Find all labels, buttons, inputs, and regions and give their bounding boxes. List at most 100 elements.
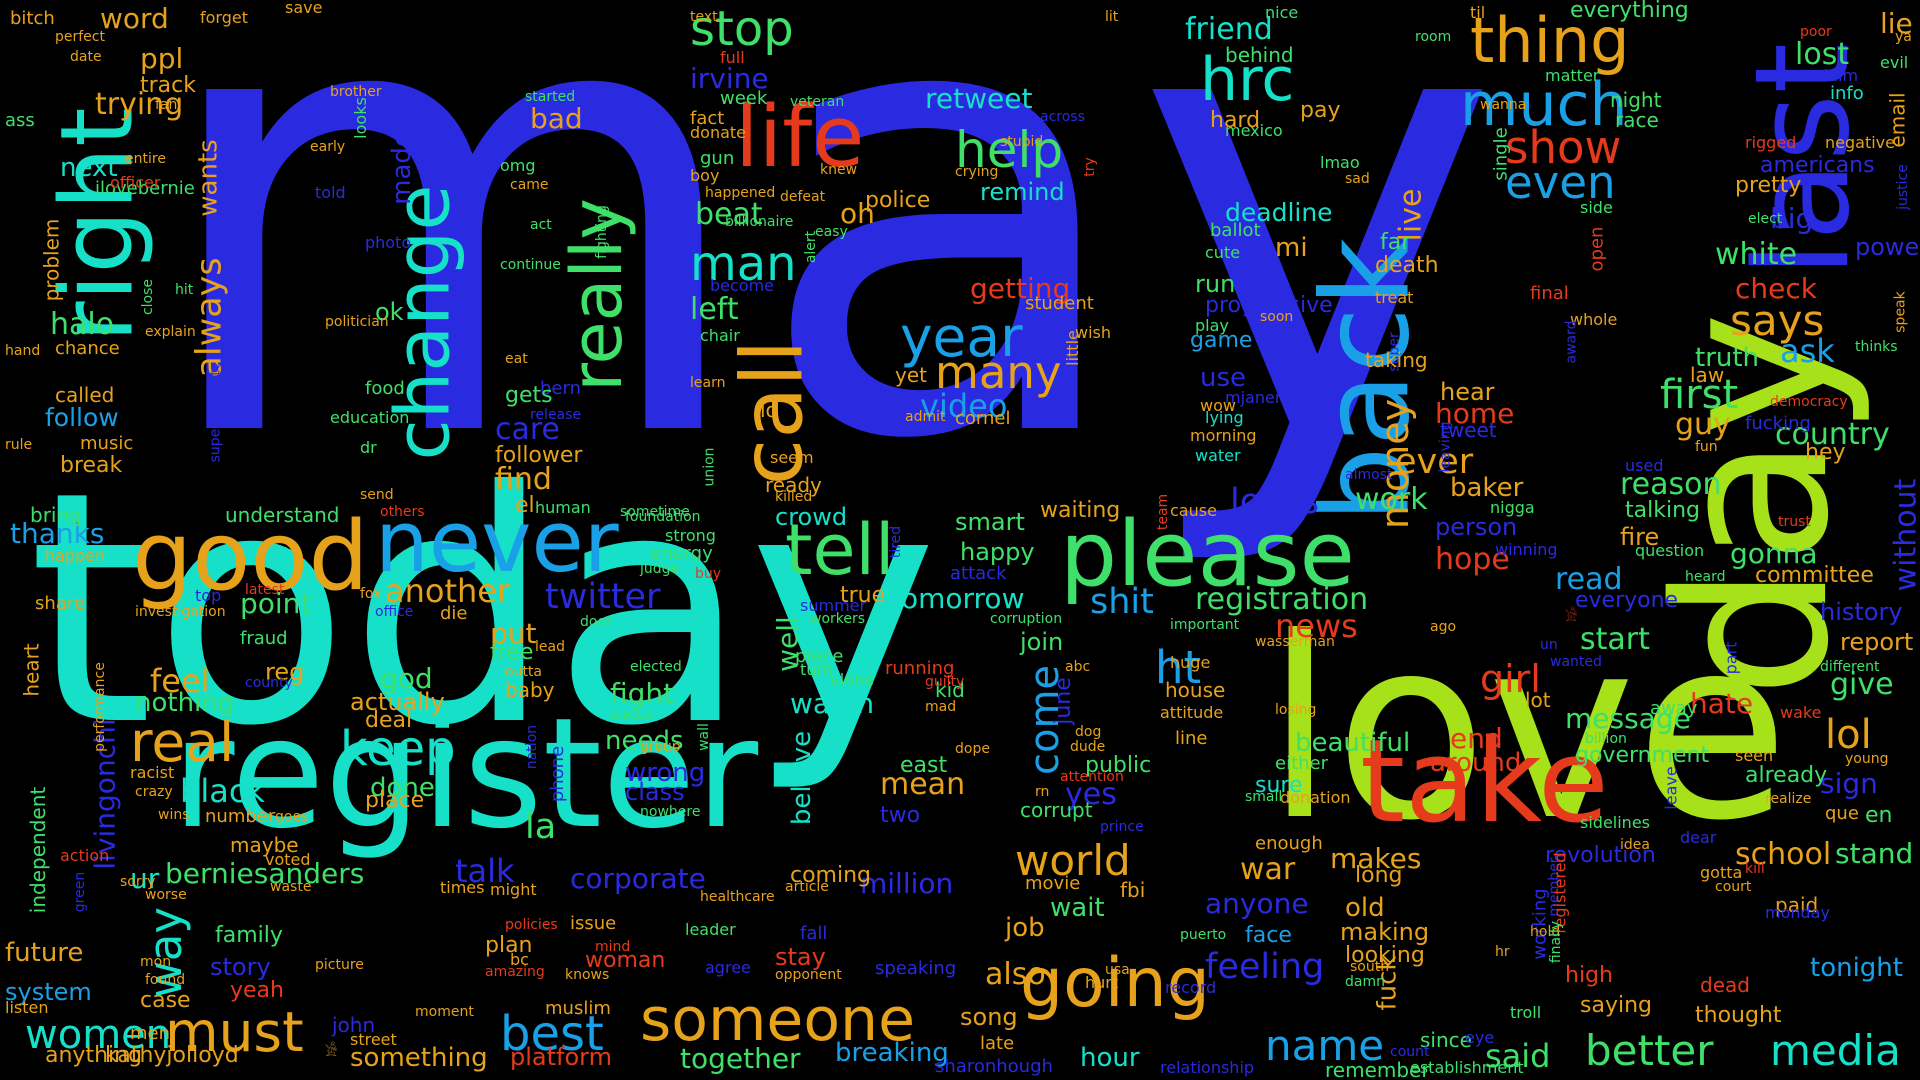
word-chance: chance — [55, 340, 120, 358]
word-elect: elect — [1748, 212, 1782, 226]
word-fight: fight — [610, 680, 674, 708]
word-food: food — [365, 380, 405, 398]
word-fan: fan — [155, 98, 177, 112]
word-lying: lying — [1205, 410, 1244, 426]
word-word: word — [100, 5, 169, 33]
word-photo: photo — [365, 235, 411, 251]
word-nice: nice — [1265, 5, 1298, 21]
word-track: track — [140, 75, 196, 97]
word-officer: officer — [110, 175, 160, 191]
word-winning: winning — [1495, 542, 1558, 558]
word-shit: shit — [1090, 585, 1154, 620]
word-continue: continue — [500, 258, 561, 272]
word-white: white — [1715, 240, 1797, 270]
word-latest: latest — [245, 583, 284, 597]
word-gotta: gotta — [1700, 865, 1742, 881]
word-fraud: fraud — [240, 630, 288, 648]
word-used: used — [1625, 458, 1663, 474]
word-feeling: feeling — [1205, 950, 1324, 985]
word-fucking: fucking — [1745, 415, 1811, 433]
word-committee: committee — [1755, 565, 1874, 587]
word-lol: lol — [1825, 715, 1872, 755]
word-fox: fox — [360, 587, 381, 601]
word-media: media — [1770, 1030, 1901, 1072]
word-un: un — [1540, 638, 1558, 652]
word-losing: losing — [1275, 703, 1316, 717]
word-bc: bc — [510, 952, 529, 968]
word-already: already — [1745, 765, 1827, 787]
word-watch: watch — [790, 690, 874, 718]
word-student: student — [1025, 295, 1094, 313]
word-poor: poor — [1800, 25, 1832, 39]
word-guy: guy — [1675, 410, 1731, 440]
word-number: number — [205, 808, 275, 826]
word-donate: donate — [690, 125, 746, 141]
word-different: different — [1820, 660, 1879, 674]
word-saying: saying — [1580, 995, 1652, 1017]
word-omg: omg — [500, 158, 536, 174]
word-issue: issue — [570, 915, 616, 933]
word-found: found — [145, 973, 185, 987]
word-education: education — [330, 410, 409, 426]
word-leaving: leaving — [1439, 421, 1453, 472]
word-record: record — [1165, 980, 1216, 996]
word-boy: boy — [690, 168, 719, 184]
word-friend: friend — [1185, 15, 1273, 45]
word-wall: wall — [697, 723, 711, 751]
word-left: left — [690, 295, 739, 325]
word-away: away — [1650, 700, 1697, 718]
word-fbi: fbi — [1120, 880, 1145, 900]
word-abc: abc — [1065, 660, 1090, 674]
word-evil: evil — [1880, 55, 1908, 71]
word-important: important — [1170, 618, 1239, 632]
word-realize: realize — [1765, 792, 1811, 806]
word-knew: knew — [820, 163, 857, 177]
word-young: young — [1845, 752, 1888, 766]
word-small: small — [1245, 790, 1282, 804]
word-eye: eye — [1465, 1030, 1494, 1046]
word-art: article — [785, 880, 829, 894]
word-part: part — [1723, 642, 1739, 675]
word-share: share — [35, 595, 85, 613]
word-dude: dude — [1070, 740, 1105, 754]
word-ya: ya — [1895, 30, 1912, 44]
word-que: que — [1825, 805, 1859, 823]
word-seen: seen — [1735, 748, 1773, 764]
word-union: union — [703, 447, 717, 486]
word-entire: entire — [125, 152, 166, 166]
word-might: might — [490, 882, 537, 898]
word-street: street — [350, 1032, 397, 1048]
word-ass: ass — [5, 112, 35, 130]
word-work: work — [1355, 485, 1428, 515]
word-believe: believe — [789, 731, 815, 825]
word-water: water — [1195, 448, 1241, 464]
word-voted: voted — [265, 852, 311, 868]
word-dope: dope — [955, 742, 990, 756]
word-crowd: crowd — [775, 505, 847, 529]
word-action: action — [60, 848, 109, 864]
word-men: men — [130, 1025, 170, 1043]
word-sign: sign — [1820, 770, 1878, 798]
word-judge: judge — [640, 562, 679, 576]
word-bring: bring — [30, 505, 82, 525]
word-everything: everything — [1570, 0, 1689, 22]
word-puerto: puerto — [1180, 928, 1226, 942]
word-county: county — [245, 676, 293, 690]
word-corrupt: corrupt — [1020, 800, 1093, 820]
word-yeah: yeah — [230, 980, 284, 1002]
word-line: line — [1175, 730, 1207, 748]
word-top: top — [195, 588, 221, 604]
word-attack: attack — [950, 565, 1007, 583]
word-follow: follow — [45, 405, 119, 430]
word-admit: admit — [905, 410, 945, 424]
word-question: question — [1635, 543, 1704, 559]
word-join: join — [1020, 630, 1063, 654]
word-troll: troll — [1510, 1005, 1541, 1021]
word-moment: moment — [415, 1005, 474, 1019]
word-alone: alone — [830, 672, 874, 688]
word-soon: soon — [1260, 310, 1293, 324]
word-almost: almost — [1345, 468, 1392, 482]
word-started: started — [525, 90, 575, 104]
word-room: room — [1415, 30, 1451, 44]
word-enough: enough — [1255, 835, 1323, 853]
